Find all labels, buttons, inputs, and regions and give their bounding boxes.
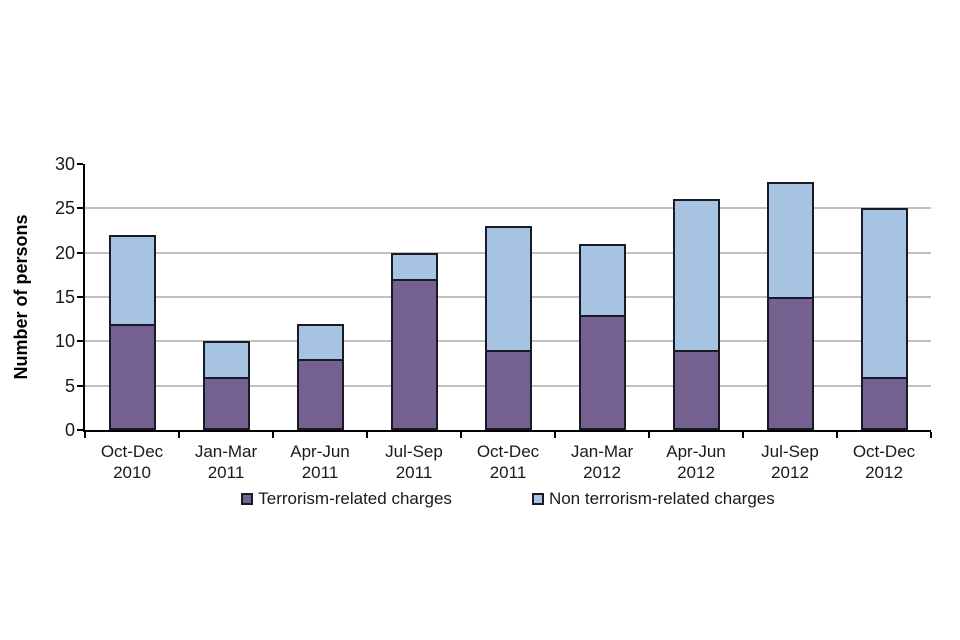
bar-segment-non-terrorism — [108, 234, 156, 324]
legend-label: Terrorism-related charges — [258, 489, 452, 508]
x-axis-label: Oct-Dec 2010 — [100, 442, 164, 482]
x-axis-label: Apr-Jun 2012 — [666, 442, 726, 482]
bar-segment-terrorism — [672, 350, 720, 430]
y-axis-tick-label: 0 — [64, 420, 75, 440]
bar-segment-non-terrorism — [672, 199, 720, 351]
x-axis-tick — [930, 432, 932, 438]
plot-area — [77, 163, 932, 438]
bar-segment-non-terrorism — [766, 181, 814, 297]
bar-oct-dec-2010 — [108, 234, 156, 430]
x-axis-tick — [272, 432, 274, 438]
x-axis-label: Oct-Dec 2011 — [476, 442, 540, 482]
x-axis-label: Jul-Sep 2011 — [385, 442, 443, 482]
legend-item-non-terrorism: Non terrorism-related charges — [531, 489, 775, 509]
bar-segment-non-terrorism — [390, 252, 438, 280]
x-axis-tick — [84, 432, 86, 438]
y-axis-tick-label: 30 — [54, 154, 75, 174]
y-axis-tick-label: 10 — [54, 331, 75, 352]
bar-segment-non-terrorism — [202, 341, 250, 377]
x-axis-tick — [836, 432, 838, 438]
x-axis-labels: Oct-Dec 2010 Jan-Mar 2011 Apr-Jun 2011 Jul-Sep… — [85, 441, 931, 485]
bar-oct-dec-2011 — [484, 226, 532, 430]
bar-segment-terrorism — [296, 359, 344, 430]
bar-segment-terrorism — [390, 279, 438, 430]
x-axis-label: Jul-Sep 2012 — [761, 442, 819, 482]
bar-segment-non-terrorism — [296, 323, 344, 360]
bar-segment-terrorism — [484, 350, 532, 430]
y-axis-tick — [77, 340, 83, 343]
x-axis-tick — [460, 432, 462, 438]
bar-apr-jun-2011 — [296, 323, 344, 430]
bar-oct-dec-2012 — [860, 208, 908, 430]
y-axis-tick-label: 25 — [54, 198, 75, 219]
y-axis-tick-label: 15 — [54, 287, 75, 307]
bar-segment-terrorism — [766, 297, 814, 430]
y-axis-tick-label: 5 — [64, 375, 75, 396]
x-axis-line — [83, 430, 931, 432]
x-axis-label: Oct-Dec 2012 — [852, 442, 916, 482]
bar-jul-sep-2011 — [390, 252, 438, 430]
legend-label: Non terrorism-related charges — [548, 489, 775, 508]
bar-segment-terrorism — [578, 314, 626, 430]
y-axis-tick — [77, 429, 83, 431]
gridline — [85, 207, 931, 210]
y-axis-tick — [77, 251, 83, 254]
bar-segment-non-terrorism — [578, 243, 626, 315]
y-axis-tick — [77, 163, 83, 165]
legend-swatch-icon — [241, 493, 254, 505]
bar-segment-non-terrorism — [484, 226, 532, 351]
bar-jan-mar-2012 — [578, 243, 626, 430]
legend-item-terrorism: Terrorism-related charges — [241, 489, 452, 509]
bar-segment-terrorism — [108, 323, 156, 430]
bar-jan-mar-2011 — [202, 341, 250, 430]
y-axis-tick — [77, 384, 83, 387]
y-axis-tick — [77, 296, 83, 298]
x-axis-label: Jan-Mar 2012 — [570, 442, 634, 482]
y-axis-tick-labels: 0 5 10 15 20 25 30 — [0, 154, 75, 440]
bar-apr-jun-2012 — [672, 199, 720, 430]
bar-segment-terrorism — [202, 376, 250, 430]
y-axis-line — [83, 164, 85, 432]
bar-jul-sep-2012 — [766, 181, 814, 430]
bar-segment-terrorism — [860, 376, 908, 430]
x-axis-tick — [178, 432, 180, 438]
x-axis-label: Apr-Jun 2011 — [290, 442, 350, 482]
legend: Terrorism-related charges Non terrorism-r… — [85, 489, 931, 509]
x-axis-tick — [742, 432, 744, 438]
y-axis-tick-label: 20 — [54, 242, 75, 263]
bar-segment-non-terrorism — [860, 208, 908, 377]
x-axis-label: Jan-Mar 2011 — [194, 442, 258, 482]
x-axis-tick — [554, 432, 556, 438]
x-axis-tick — [366, 432, 368, 438]
x-axis-tick — [648, 432, 650, 438]
legend-swatch-icon — [531, 493, 544, 505]
y-axis-tick — [77, 207, 83, 210]
